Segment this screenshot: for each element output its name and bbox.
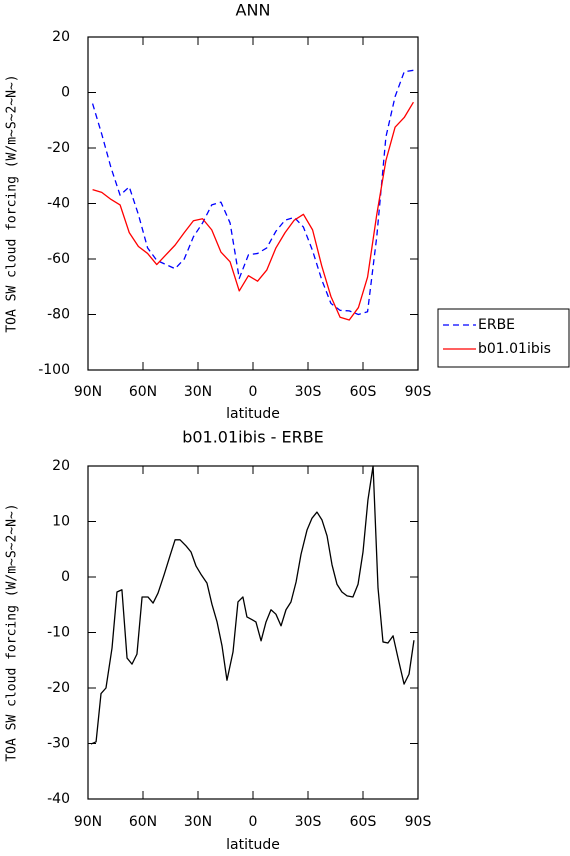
plot-frame xyxy=(87,36,419,371)
y-tick-label: -10 xyxy=(47,625,70,641)
y-tick-label: -80 xyxy=(47,307,70,323)
y-axis-label: TOA SW cloud forcing (W/m~S~2~N~) xyxy=(5,74,20,332)
x-tick-label: 0 xyxy=(249,384,258,400)
chart-title: b01.01ibis - ERBE xyxy=(182,428,324,447)
x-tick-label: 30S xyxy=(295,384,322,400)
x-axis-label: latitude xyxy=(226,837,280,852)
legend-label: ERBE xyxy=(478,317,515,333)
plot-frame xyxy=(87,465,419,800)
data-line xyxy=(92,101,414,321)
x-tick-label: 30N xyxy=(184,814,212,830)
x-tick-label: 60S xyxy=(350,384,377,400)
y-tick-label: 0 xyxy=(61,569,70,585)
y-axis-label: TOA SW cloud forcing (W/m~S~2~N~) xyxy=(5,503,20,761)
y-tick-label: -100 xyxy=(38,362,70,378)
x-tick-label: 60S xyxy=(350,814,377,830)
x-tick-label: 90N xyxy=(74,384,102,400)
x-tick-label: 30S xyxy=(295,814,322,830)
legend-box xyxy=(437,308,570,368)
x-tick-label: 90S xyxy=(405,384,432,400)
plot: b01.01ibis - ERBE latitude TOA SW cloud fo… xyxy=(5,428,432,854)
y-tick-label: 20 xyxy=(52,458,70,474)
y-tick-label: -40 xyxy=(47,196,70,212)
legend-label: b01.01ibis xyxy=(478,341,551,357)
y-tick-label: 0 xyxy=(61,85,70,101)
x-tick-label: 30N xyxy=(184,384,212,400)
data-line xyxy=(90,465,415,745)
plot: ANN latitude TOA SW cloud forcing (W/m~S~2… xyxy=(5,1,570,422)
y-tick-label: 20 xyxy=(52,29,70,45)
chart-title: ANN xyxy=(236,1,271,20)
y-tick-label: -20 xyxy=(47,680,70,696)
data-line xyxy=(91,69,414,316)
x-tick-label: 0 xyxy=(249,814,258,830)
x-tick-label: 60N xyxy=(129,814,157,830)
y-tick-label: -60 xyxy=(47,251,70,267)
y-tick-label: 10 xyxy=(52,514,70,530)
x-axis-label: latitude xyxy=(226,406,280,422)
x-tick-label: 60N xyxy=(129,384,157,400)
y-tick-label: -40 xyxy=(47,791,70,807)
y-tick-label: -30 xyxy=(47,736,70,752)
x-tick-label: 90N xyxy=(74,814,102,830)
x-tick-label: 90S xyxy=(405,814,432,830)
y-tick-label: -20 xyxy=(47,140,70,156)
